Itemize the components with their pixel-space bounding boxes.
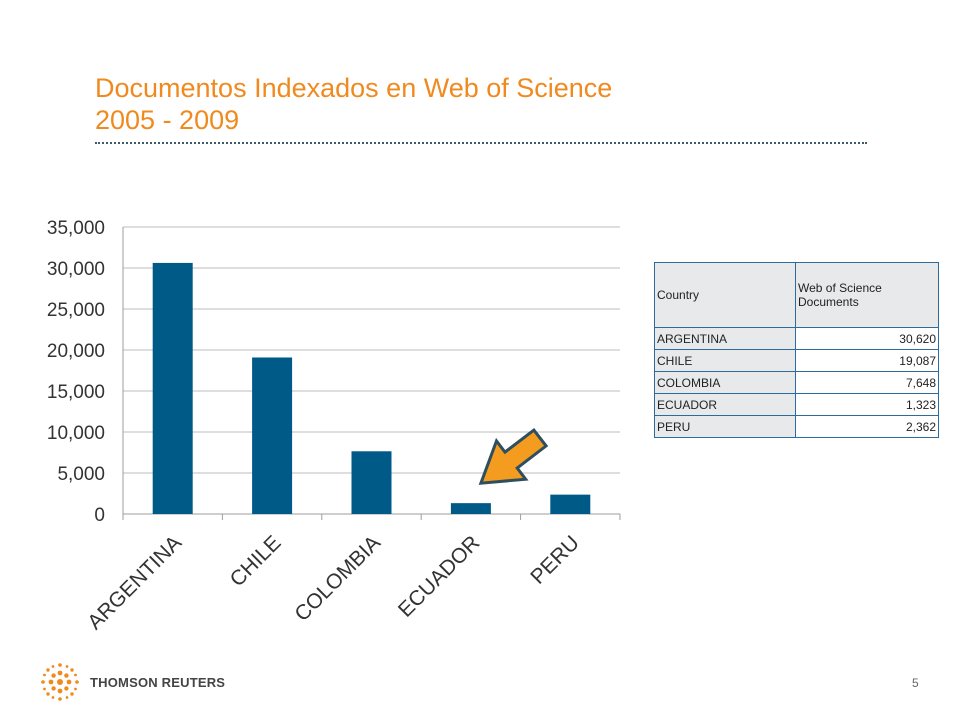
- table-header-documents: Web of Science Documents: [795, 262, 939, 328]
- y-tick-label: 0: [94, 505, 105, 526]
- y-tick-label: 15,000: [47, 382, 105, 403]
- table-cell-country: PERU: [654, 415, 796, 438]
- page-number: 5: [912, 676, 919, 690]
- y-tick-label: 5,000: [57, 464, 105, 485]
- y-tick-label: 35,000: [47, 218, 105, 239]
- table-cell-country: CHILE: [654, 349, 796, 372]
- table-cell-country: ECUADOR: [654, 393, 796, 416]
- table-row: ARGENTINA 30,620: [654, 327, 939, 350]
- table-header-row: Country Web of Science Documents: [654, 262, 939, 328]
- table-cell-documents: 30,620: [795, 327, 939, 350]
- slide-title-line1: Documentos Indexados en Web of Science: [95, 73, 613, 103]
- data-table: Country Web of Science Documents ARGENTI…: [654, 262, 939, 438]
- logo-text: THOMSON REUTERS: [90, 674, 226, 690]
- table-row: ECUADOR 1,323: [654, 393, 939, 416]
- table-header-country: Country: [654, 262, 796, 328]
- bar: [252, 357, 293, 514]
- annotation-arrow-icon: [478, 428, 549, 485]
- table-cell-documents: 19,087: [795, 349, 939, 372]
- y-tick-label: 30,000: [47, 259, 105, 280]
- bar: [152, 262, 193, 514]
- y-tick-label: 10,000: [47, 423, 105, 444]
- table-row: COLOMBIA 7,648: [654, 371, 939, 394]
- x-category-label: PERU: [526, 531, 584, 589]
- x-category-label: CHILE: [226, 531, 286, 591]
- table-row: CHILE 19,087: [654, 349, 939, 372]
- slide-title: Documentos Indexados en Web of Science 2…: [95, 72, 612, 136]
- bar: [450, 503, 491, 514]
- x-category-label: ECUADOR: [394, 531, 485, 622]
- y-tick-label: 25,000: [47, 300, 105, 321]
- x-category-label: ARGENTINA: [83, 531, 186, 634]
- table-cell-documents: 2,362: [795, 415, 939, 438]
- title-dotted-rule: [95, 142, 867, 144]
- table-cell-country: COLOMBIA: [654, 371, 796, 394]
- thomson-reuters-logo: THOMSON REUTERS: [38, 662, 225, 702]
- table-cell-country: ARGENTINA: [654, 327, 796, 350]
- table-cell-documents: 1,323: [795, 393, 939, 416]
- table-row: PERU 2,362: [654, 415, 939, 438]
- bar: [550, 494, 591, 514]
- x-category-label: COLOMBIA: [290, 531, 385, 626]
- slide-title-line2: 2005 - 2009: [95, 105, 240, 135]
- y-tick-label: 20,000: [47, 341, 105, 362]
- table-cell-documents: 7,648: [795, 371, 939, 394]
- dotted-globe-icon: [41, 663, 79, 701]
- bar: [351, 451, 392, 514]
